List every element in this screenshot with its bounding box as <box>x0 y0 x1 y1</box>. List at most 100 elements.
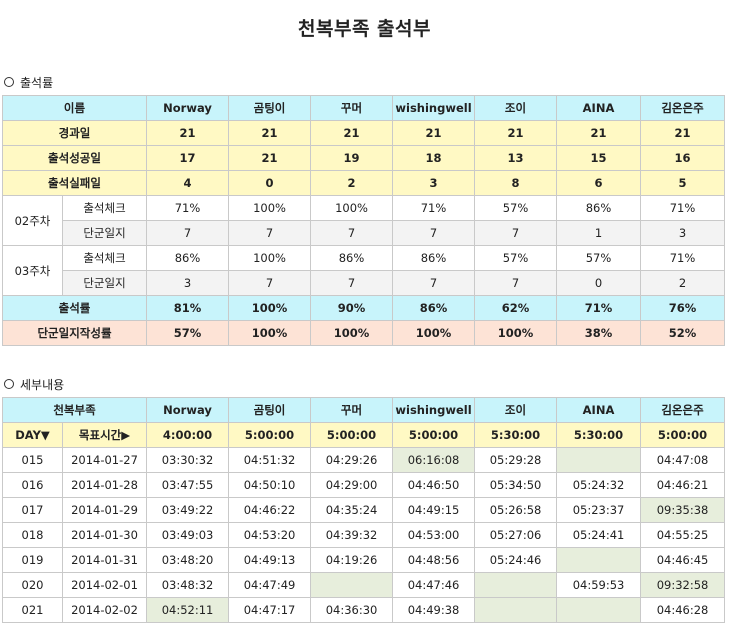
day-sort-label: DAY▼ <box>2 422 63 448</box>
value-cell: 57% <box>556 245 642 271</box>
time-cell: 05:34:50 <box>474 472 558 498</box>
header-member-name: 곰팅이 <box>228 95 312 121</box>
value-cell: 100% <box>228 245 312 271</box>
value-cell: 7 <box>310 220 394 246</box>
date-cell: 2014-01-29 <box>61 497 148 523</box>
time-cell: 04:46:22 <box>228 497 312 523</box>
value-cell: 86% <box>146 245 230 271</box>
header-member-name: 조이 <box>474 397 558 423</box>
value-cell: 0 <box>556 270 642 296</box>
target-time-label: 목표시간▶ <box>61 422 148 448</box>
week-label: 03주차 <box>2 245 63 296</box>
time-cell: 09:35:38 <box>640 497 726 523</box>
value-cell: 7 <box>392 270 476 296</box>
header-name-label: 이름 <box>1 95 148 121</box>
value-cell: 6 <box>556 170 642 196</box>
time-cell <box>556 447 642 473</box>
row-label: 단군일지작성률 <box>1 320 148 346</box>
time-cell: 05:24:46 <box>474 547 558 573</box>
table-row: 018 2014-01-30 03:49:03 04:53:20 04:39:32 04:… <box>2 522 726 548</box>
value-cell: 0 <box>228 170 312 196</box>
time-cell: 04:36:30 <box>310 597 394 623</box>
value-cell: 71% <box>146 195 230 221</box>
target-time-cell: 5:00:00 <box>228 422 312 448</box>
value-cell: 1 <box>556 220 642 246</box>
time-cell: 04:53:00 <box>392 522 476 548</box>
time-cell: 04:50:10 <box>228 472 312 498</box>
time-cell: 05:24:32 <box>556 472 642 498</box>
time-cell: 04:47:08 <box>640 447 726 473</box>
time-cell: 04:55:25 <box>640 522 726 548</box>
header-member-name: Norway <box>146 397 230 423</box>
success-days-row: 출석성공일 17 21 19 18 13 15 16 <box>1 145 726 171</box>
fail-days-row: 출석실패일 4 0 2 3 8 6 5 <box>1 170 726 196</box>
value-cell: 7 <box>228 270 312 296</box>
value-cell: 7 <box>474 270 558 296</box>
table-row: 016 2014-01-28 03:47:55 04:50:10 04:29:00 04:… <box>2 472 726 498</box>
value-cell: 7 <box>146 220 230 246</box>
week-log-row: 단군일지 7 7 7 7 7 1 3 <box>3 220 726 246</box>
value-cell: 86% <box>556 195 642 221</box>
value-cell: 8 <box>474 170 558 196</box>
time-cell: 04:52:11 <box>146 597 230 623</box>
time-cell: 04:59:53 <box>556 572 642 598</box>
value-cell: 21 <box>310 120 394 146</box>
time-cell: 04:46:45 <box>640 547 726 573</box>
section-attendance-label: 출석률 <box>20 76 54 90</box>
value-cell: 100% <box>310 195 394 221</box>
value-cell: 100% <box>228 295 312 321</box>
elapsed-days-row: 경과일 21 21 21 21 21 21 21 <box>1 120 726 146</box>
time-cell <box>556 597 642 623</box>
value-cell: 21 <box>556 120 642 146</box>
value-cell: 71% <box>640 195 726 221</box>
header-member-name: wishingwell <box>392 95 476 121</box>
value-cell: 2 <box>640 270 726 296</box>
attendance-rate-table: 이름 Norway 곰팅이 꾸머 wishingwell 조이 AINA 김온은주 경과일 21 2… <box>1 95 726 346</box>
value-cell: 3 <box>640 220 726 246</box>
time-cell: 05:26:58 <box>474 497 558 523</box>
table-row: 021 2014-02-02 04:52:11 04:47:17 04:36:30 04:… <box>2 597 726 623</box>
target-time-cell: 5:30:00 <box>474 422 558 448</box>
date-cell: 2014-01-30 <box>61 522 148 548</box>
date-cell: 2014-01-27 <box>61 447 148 473</box>
value-cell: 18 <box>392 145 476 171</box>
time-cell: 04:29:26 <box>310 447 394 473</box>
day-cell: 017 <box>2 497 63 523</box>
time-cell <box>474 572 558 598</box>
time-cell: 04:47:17 <box>228 597 312 623</box>
target-time-row: DAY▼ 목표시간▶ 4:00:00 5:00:00 5:00:00 5:00:00 5:3… <box>2 422 726 448</box>
value-cell: 13 <box>474 145 558 171</box>
header-member-name: 김온은주 <box>640 95 726 121</box>
value-cell: 15 <box>556 145 642 171</box>
header-member-name: 김온은주 <box>640 397 726 423</box>
row-label: 출석성공일 <box>1 145 148 171</box>
value-cell: 21 <box>474 120 558 146</box>
target-time-cell: 5:30:00 <box>556 422 642 448</box>
value-cell: 7 <box>474 220 558 246</box>
value-cell: 4 <box>146 170 230 196</box>
value-cell: 3 <box>146 270 230 296</box>
day-cell: 020 <box>2 572 63 598</box>
circle-bullet-icon <box>4 77 14 87</box>
value-cell: 7 <box>310 270 394 296</box>
row-label: 단군일지 <box>61 270 148 296</box>
value-cell: 5 <box>640 170 726 196</box>
row-label: 출석체크 <box>61 195 148 221</box>
time-cell: 04:35:24 <box>310 497 394 523</box>
day-cell: 016 <box>2 472 63 498</box>
target-time-cell: 5:00:00 <box>392 422 476 448</box>
header-member-name: Norway <box>146 95 230 121</box>
detail-table: 천복부족 Norway 곰팅이 꾸머 wishingwell 조이 AINA 김온은주 DAY▼… <box>1 397 726 623</box>
value-cell: 2 <box>310 170 394 196</box>
time-cell: 04:47:46 <box>392 572 476 598</box>
time-cell: 04:46:28 <box>640 597 726 623</box>
time-cell: 06:16:08 <box>392 447 476 473</box>
value-cell: 57% <box>474 245 558 271</box>
row-label: 단군일지 <box>61 220 148 246</box>
time-cell: 05:29:28 <box>474 447 558 473</box>
time-cell: 03:47:55 <box>146 472 230 498</box>
time-cell <box>474 597 558 623</box>
time-cell: 04:46:50 <box>392 472 476 498</box>
time-cell: 03:30:32 <box>146 447 230 473</box>
log-rate-row: 단군일지작성률 57% 100% 100% 100% 100% 38% 52% <box>1 320 726 346</box>
